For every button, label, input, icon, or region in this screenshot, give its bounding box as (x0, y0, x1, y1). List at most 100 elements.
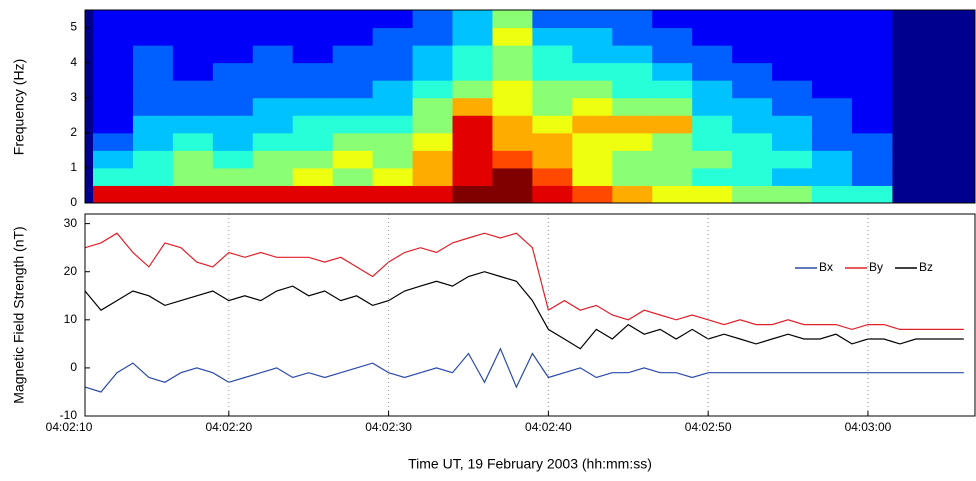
heatmap-cell (772, 45, 813, 64)
heatmap-cell (172, 80, 214, 99)
heatmap-cell (252, 97, 294, 116)
y-tick-label: 3 (70, 90, 77, 104)
heatmap-cell (212, 97, 254, 116)
y-tick-label: -10 (60, 408, 78, 422)
heatmap-cell (332, 132, 374, 151)
x-tick-label: 04:02:30 (365, 420, 412, 434)
heatmap-cell (851, 80, 893, 99)
heatmap-cell (292, 45, 334, 64)
heatmap-cell (252, 185, 294, 203)
y-axis-title: Frequency (Hz) (11, 59, 27, 155)
heatmap-cell (92, 167, 134, 186)
y-tick-label: 0 (70, 195, 77, 209)
heatmap-cell (372, 115, 414, 134)
heatmap-cell (572, 45, 613, 64)
heatmap-cell (772, 97, 813, 116)
heatmap-cell (532, 132, 573, 151)
heatmap-cell (132, 62, 174, 81)
heatmap-cell (692, 27, 733, 46)
heatmap-cell (92, 80, 134, 99)
heatmap-cell (851, 97, 893, 116)
heatmap-cell (812, 27, 853, 46)
heatmap-cell (332, 185, 374, 203)
heatmap-cell (212, 62, 254, 81)
heatmap-cell (172, 115, 214, 134)
heatmap-cell (92, 150, 134, 169)
heatmap-cell (252, 115, 294, 134)
heatmap-cell (212, 115, 254, 134)
heatmap-cell (172, 185, 214, 203)
heatmap-cell (172, 62, 214, 81)
heatmap-cell (851, 185, 893, 203)
heatmap-cell (732, 80, 773, 99)
heatmap-cell (172, 97, 214, 116)
heatmap-cell (732, 150, 773, 169)
heatmap-cell (572, 150, 613, 169)
heatmap-cell (812, 45, 853, 64)
heatmap-cell (212, 27, 254, 46)
heatmap-cell (772, 10, 813, 29)
heatmap-cell (612, 115, 653, 134)
x-tick-label: 04:02:10 (46, 420, 93, 434)
heatmap-cell (172, 45, 214, 64)
heatmap-cell (732, 97, 773, 116)
heatmap-cell (572, 80, 613, 99)
heatmap-cell (732, 45, 773, 64)
legend-label: Bx (819, 260, 833, 274)
heatmap-cell (652, 150, 693, 169)
heatmap-cell (412, 167, 454, 186)
x-axis-title: Time UT, 19 February 2003 (hh:mm:ss) (408, 456, 652, 472)
heatmap-cell (292, 150, 334, 169)
heatmap-cell (612, 45, 653, 64)
heatmap-cell (412, 27, 454, 46)
heatmap-cell (212, 132, 254, 151)
heatmap-cell (692, 10, 733, 29)
heatmap-cell (572, 97, 613, 116)
heatmap-cell (212, 45, 254, 64)
heatmap-cell (172, 150, 214, 169)
heatmap-cell (812, 80, 853, 99)
heatmap-cell (292, 27, 334, 46)
heatmap-cell (492, 97, 533, 116)
heatmap-cell (292, 10, 334, 29)
heatmap-cell (332, 167, 374, 186)
heatmap (92, 10, 893, 203)
heatmap-cell (851, 115, 893, 134)
x-tick-label: 04:02:50 (685, 420, 732, 434)
heatmap-cell (132, 27, 174, 46)
heatmap-cell (652, 132, 693, 151)
heatmap-cell (732, 62, 773, 81)
heatmap-cell (372, 45, 414, 64)
heatmap-cell (652, 185, 693, 203)
heatmap-cell (812, 185, 853, 203)
heatmap-cell (772, 62, 813, 81)
heatmap-cell (532, 150, 573, 169)
heatmap-cell (652, 10, 693, 29)
heatmap-cell (812, 132, 853, 151)
heatmap-cell (332, 150, 374, 169)
heatmap-cell (772, 132, 813, 151)
heatmap-cell (372, 10, 414, 29)
heatmap-cell (92, 27, 134, 46)
heatmap-cell (92, 10, 134, 29)
heatmap-cell (492, 80, 533, 99)
heatmap-cell (252, 27, 294, 46)
heatmap-cell (572, 27, 613, 46)
x-tick-label: 04:02:20 (205, 420, 252, 434)
heatmap-cell (692, 150, 733, 169)
heatmap-cell (132, 10, 174, 29)
heatmap-cell (212, 80, 254, 99)
heatmap-cell (92, 115, 134, 134)
heatmap-cell (332, 80, 374, 99)
heatmap-cell (572, 62, 613, 81)
heatmap-cell (851, 132, 893, 151)
heatmap-cell (452, 132, 493, 151)
heatmap-cell (292, 185, 334, 203)
heatmap-cell (652, 167, 693, 186)
heatmap-cell (612, 10, 653, 29)
heatmap-cell (732, 10, 773, 29)
heatmap-cell (412, 185, 454, 203)
y-tick-label: 10 (64, 312, 78, 326)
heatmap-cell (612, 167, 653, 186)
heatmap-cell (372, 62, 414, 81)
